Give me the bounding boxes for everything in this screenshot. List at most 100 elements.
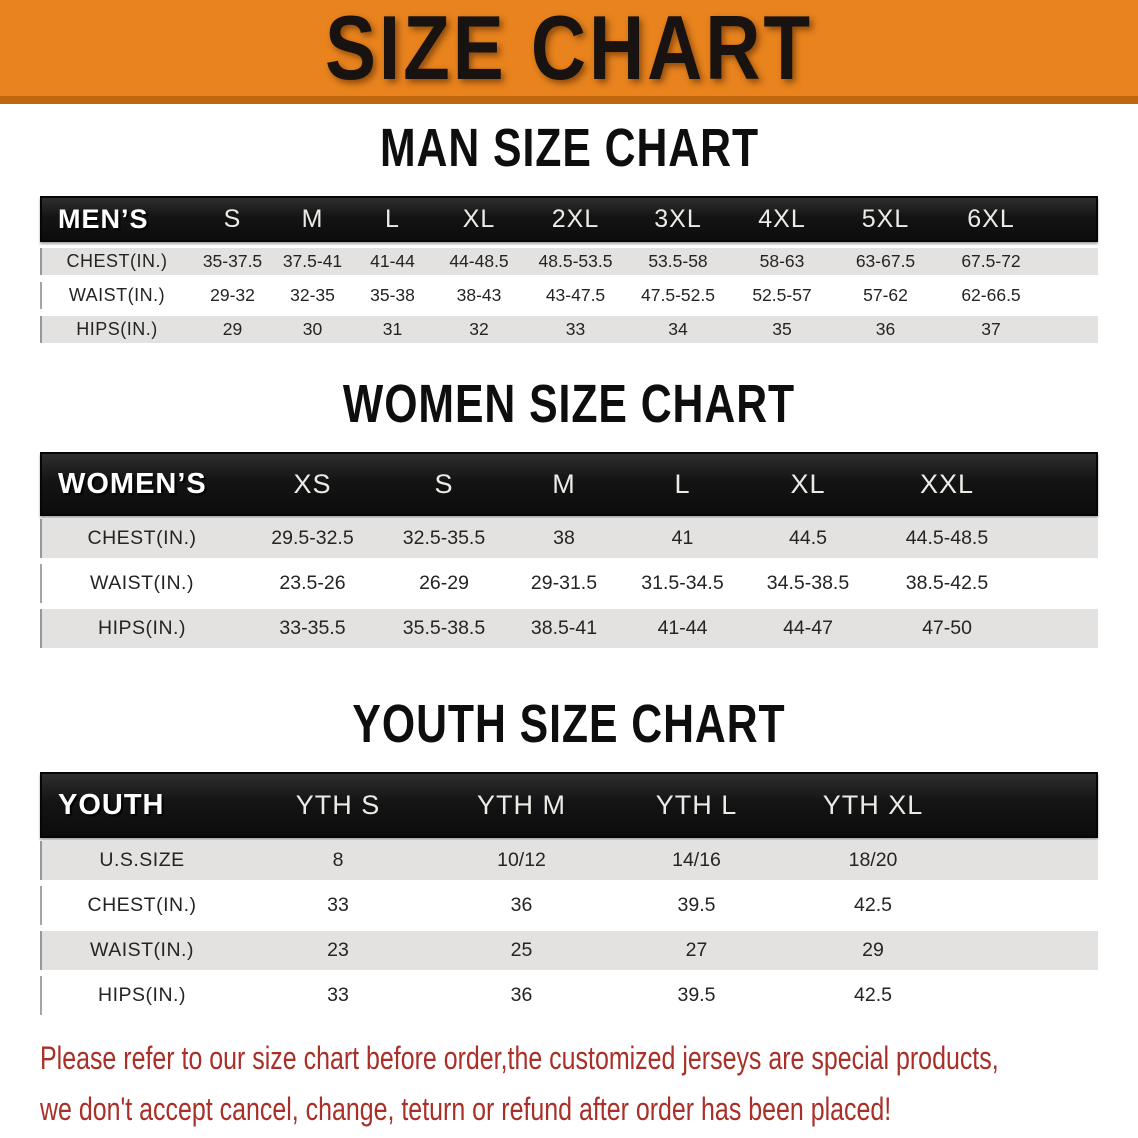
value-cell: 29-31.5 (530, 572, 598, 594)
value-cell: 35-38 (370, 285, 415, 305)
row-label: CHEST(IN.) (66, 251, 168, 271)
disclaimer-line-2: we don't accept cancel, change, teturn o… (40, 1087, 1130, 1138)
value-cell: 35 (772, 319, 792, 339)
value-cell: 47-50 (922, 617, 972, 639)
value-cell: 32.5-35.5 (402, 527, 486, 549)
row-label: CHEST(IN.) (87, 527, 197, 549)
row-label: WAIST(IN.) (68, 285, 166, 305)
value-cell: 35.5-38.5 (402, 617, 486, 639)
size-column-header: XXL (919, 468, 975, 499)
row-label: U.S.SIZE (99, 849, 185, 871)
table-row: WAIST(IN.) 29-32 32-35 35-38 38-43 43-47.5 47.… (40, 282, 1098, 309)
size-column-header: 2XL (551, 204, 600, 233)
section-heading-men-text: MAN SIZE CHART (379, 116, 759, 178)
value-cell: 62-66.5 (961, 285, 1021, 305)
value-cell: 23.5-26 (279, 572, 346, 594)
value-cell: 18/20 (848, 849, 898, 871)
table-row: WAIST(IN.) 23.5-26 26-29 29-31.5 31.5-34.5 34… (40, 564, 1098, 603)
row-label: WAIST(IN.) (90, 939, 194, 961)
value-cell: 33 (327, 894, 349, 916)
value-cell: 23 (327, 939, 349, 961)
group-label-men: MEN’S (58, 203, 149, 234)
disclaimer: Please refer to our size chart before or… (40, 1036, 1130, 1138)
value-cell: 63-67.5 (855, 251, 916, 271)
size-column-header: YTH L (655, 789, 738, 820)
size-column-header: 3XL (654, 204, 702, 233)
value-cell: 33-35.5 (279, 617, 346, 639)
value-cell: 47.5-52.5 (641, 285, 715, 305)
size-table-youth: YOUTH YTH S YTH M YTH L YTH XL U.S.SIZE 8 10/12… (40, 772, 1098, 1015)
value-cell: 44-48.5 (449, 251, 509, 271)
value-cell: 41 (671, 527, 694, 549)
disclaimer-line-2-text: we don't accept cancel, change, teturn o… (40, 1091, 892, 1127)
size-column-header: 4XL (758, 204, 806, 233)
size-column-header: YTH S (295, 789, 381, 820)
size-column-header: YTH XL (822, 789, 924, 820)
size-table-men: MEN’S S M L XL 2XL 3XL 4XL 5XL 6XL CHEST(IN.) 35-37… (40, 196, 1098, 343)
value-cell: 10/12 (497, 849, 546, 871)
group-label-women: WOMEN’S (58, 467, 207, 500)
value-cell: 52.5-57 (752, 285, 812, 305)
size-column-header: XL (790, 468, 826, 499)
value-cell: 29.5-32.5 (271, 527, 354, 549)
value-cell: 37.5-41 (282, 251, 343, 271)
value-cell: 39.5 (677, 894, 716, 916)
value-cell: 38 (553, 527, 575, 549)
size-column-header: YTH M (477, 789, 566, 820)
value-cell: 36 (875, 319, 896, 339)
value-cell: 30 (302, 319, 323, 339)
size-column-header: S (223, 204, 242, 233)
row-label: CHEST(IN.) (87, 894, 197, 916)
value-cell: 57-62 (863, 285, 908, 305)
table-row: CHEST(IN.) 35-37.5 37.5-41 41-44 44-48.5 48.5… (40, 248, 1098, 275)
value-cell: 36 (510, 984, 533, 1006)
disclaimer-line-1: Please refer to our size chart before or… (40, 1036, 1130, 1087)
value-cell: 29-32 (210, 285, 255, 305)
value-cell: 34 (668, 319, 688, 339)
size-column-header: L (385, 204, 400, 233)
value-cell: 29 (862, 939, 884, 961)
value-cell: 53.5-58 (648, 251, 708, 271)
group-label-youth: YOUTH (58, 788, 165, 821)
value-cell: 37 (981, 319, 1001, 339)
size-column-header: 5XL (861, 204, 910, 233)
value-cell: 33 (565, 319, 586, 339)
value-cell: 43-47.5 (545, 285, 606, 305)
value-cell: 44.5-48.5 (905, 527, 989, 549)
table-header-men: MEN’S S M L XL 2XL 3XL 4XL 5XL 6XL (40, 196, 1098, 242)
value-cell: 29 (222, 319, 243, 339)
size-column-header: L (674, 468, 691, 499)
size-column-header: M (552, 468, 576, 499)
value-cell: 48.5-53.5 (538, 251, 613, 271)
value-cell: 38-43 (456, 285, 502, 305)
value-cell: 26-29 (419, 572, 469, 594)
value-cell: 58-63 (759, 251, 805, 271)
section-heading-youth: YOUTH SIZE CHART (0, 693, 1138, 754)
size-table-women: WOMEN’S XS S M L XL XXL CHEST(IN.) 29.5-32.5 32.5… (40, 452, 1098, 648)
value-cell: 25 (510, 939, 533, 961)
value-cell: 67.5-72 (961, 251, 1021, 271)
value-cell: 41-44 (370, 251, 415, 271)
value-cell: 8 (332, 849, 344, 871)
value-cell: 31.5-34.5 (641, 572, 724, 594)
value-cell: 39.5 (677, 984, 716, 1006)
size-column-header: 6XL (967, 204, 1015, 233)
table-row: CHEST(IN.) 33 36 39.5 42.5 (40, 886, 1098, 925)
disclaimer-line-1-text: Please refer to our size chart before or… (40, 1040, 999, 1076)
banner-title: SIZE CHART (324, 0, 814, 99)
table-row: HIPS(IN.) 33-35.5 35.5-38.5 38.5-41 41-44 44-… (40, 609, 1098, 648)
value-cell: 33 (327, 984, 349, 1006)
table-row: HIPS(IN.) 33 36 39.5 42.5 (40, 976, 1098, 1015)
row-label: HIPS(IN.) (98, 984, 186, 1006)
table-row: U.S.SIZE 8 10/12 14/16 18/20 (40, 841, 1098, 880)
row-label: WAIST(IN.) (90, 572, 194, 594)
value-cell: 38.5-42.5 (905, 572, 989, 594)
row-label: HIPS(IN.) (98, 617, 186, 639)
value-cell: 44.5 (789, 527, 827, 549)
size-column-header: S (434, 468, 454, 499)
section-heading-women: WOMEN SIZE CHART (0, 373, 1138, 434)
value-cell: 32 (469, 319, 489, 339)
row-label: HIPS(IN.) (76, 319, 158, 339)
section-heading-youth-text: YOUTH SIZE CHART (352, 692, 786, 754)
value-cell: 27 (685, 939, 708, 961)
